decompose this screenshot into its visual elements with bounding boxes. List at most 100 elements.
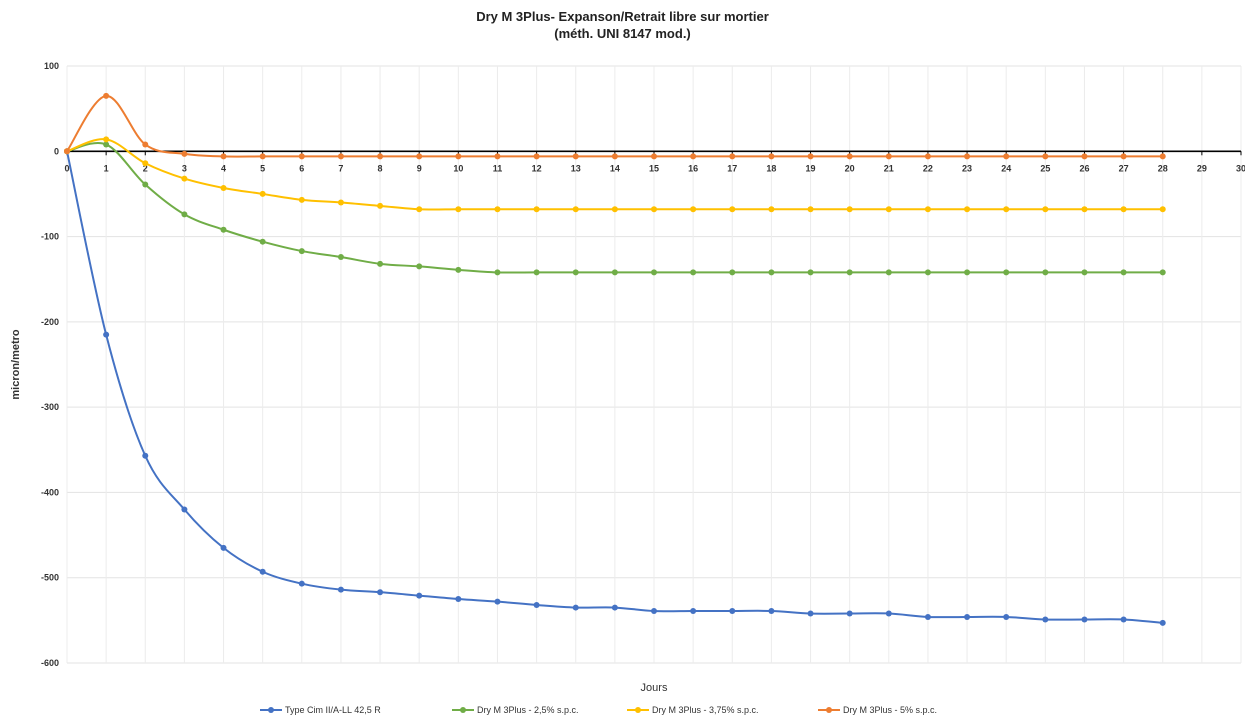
data-point (103, 136, 110, 143)
data-point (142, 160, 149, 167)
chart-title-block: Dry M 3Plus- Expanson/Retrait libre sur … (0, 8, 1245, 42)
data-point (846, 269, 853, 276)
data-point (964, 613, 971, 620)
data-point (494, 598, 501, 605)
x-tick-label: 13 (571, 163, 581, 173)
data-point (533, 153, 540, 160)
data-point (494, 153, 501, 160)
data-point (651, 269, 657, 276)
data-point (690, 153, 697, 160)
data-point (298, 580, 305, 587)
data-point (924, 269, 931, 276)
data-point (1042, 269, 1049, 276)
legend-swatch-marker (635, 707, 641, 713)
x-tick-label: 8 (378, 163, 383, 173)
y-tick-label: 0 (54, 146, 59, 156)
x-tick-label: 24 (1001, 163, 1011, 173)
data-point (142, 181, 149, 188)
x-tick-label: 25 (1040, 163, 1050, 173)
data-point (1042, 206, 1049, 213)
data-point (1159, 269, 1166, 276)
x-tick-label: 5 (260, 163, 265, 173)
data-point (103, 331, 110, 338)
data-point (455, 266, 462, 273)
data-point (729, 206, 736, 213)
data-point (885, 610, 892, 617)
data-point (729, 153, 736, 160)
data-point (1120, 269, 1127, 276)
data-point (103, 141, 110, 148)
data-point (964, 269, 971, 276)
data-point (337, 199, 344, 206)
x-tick-label: 27 (1119, 163, 1129, 173)
data-point (611, 206, 618, 213)
x-tick-label: 21 (884, 163, 894, 173)
x-tick-label: 11 (493, 163, 503, 173)
data-point (103, 92, 110, 99)
x-tick-label: 18 (766, 163, 776, 173)
data-point (964, 206, 971, 213)
data-point (337, 586, 344, 593)
data-point (298, 196, 305, 203)
y-tick-label: 100 (44, 61, 59, 71)
data-point (885, 153, 892, 160)
data-point (651, 153, 657, 160)
data-point (533, 602, 540, 609)
data-point (337, 153, 344, 160)
data-point (807, 610, 814, 617)
x-tick-label: 30 (1236, 163, 1245, 173)
data-point (416, 206, 423, 213)
legend-entry: Type Cim II/A-LL 42,5 R (285, 705, 381, 715)
data-point (572, 206, 579, 213)
data-point (259, 238, 266, 245)
data-point (1003, 153, 1010, 160)
series-group (64, 148, 1166, 626)
data-point (416, 153, 423, 160)
x-tick-label: 0 (64, 163, 69, 173)
data-point (494, 269, 501, 276)
legend-entry: Dry M 3Plus - 3,75% s.p.c. (652, 705, 759, 715)
data-point (807, 153, 814, 160)
data-point (1081, 206, 1088, 213)
x-tick-label: 3 (182, 163, 187, 173)
data-point (846, 206, 853, 213)
x-tick-label: 22 (923, 163, 933, 173)
data-point (1120, 153, 1127, 160)
x-tick-label: 29 (1197, 163, 1207, 173)
data-point (220, 184, 227, 191)
data-point (455, 596, 462, 603)
data-point (964, 153, 971, 160)
data-point (337, 254, 344, 261)
data-point (846, 153, 853, 160)
data-point (455, 206, 462, 213)
data-point (1081, 153, 1088, 160)
data-point (846, 610, 853, 617)
series-group (64, 136, 1166, 213)
data-point (611, 604, 618, 611)
data-point (416, 263, 423, 270)
y-tick-label: -200 (41, 317, 59, 327)
data-point (690, 607, 697, 614)
data-point (690, 206, 697, 213)
data-point (768, 206, 775, 213)
data-point (181, 175, 188, 182)
data-point (259, 190, 266, 197)
data-point (220, 153, 227, 160)
data-point (1081, 616, 1088, 623)
data-point (259, 568, 266, 575)
data-point (651, 607, 657, 614)
data-point (611, 153, 618, 160)
data-point (924, 613, 931, 620)
data-point (1003, 613, 1010, 620)
data-point (768, 153, 775, 160)
x-tick-label: 1 (104, 163, 109, 173)
x-tick-label: 4 (221, 163, 226, 173)
series-group (64, 141, 1166, 276)
data-point (690, 269, 697, 276)
data-point (572, 269, 579, 276)
y-tick-label: -300 (41, 402, 59, 412)
data-point (1003, 206, 1010, 213)
data-point (1159, 619, 1166, 626)
data-point (298, 153, 305, 160)
data-point (220, 226, 227, 233)
